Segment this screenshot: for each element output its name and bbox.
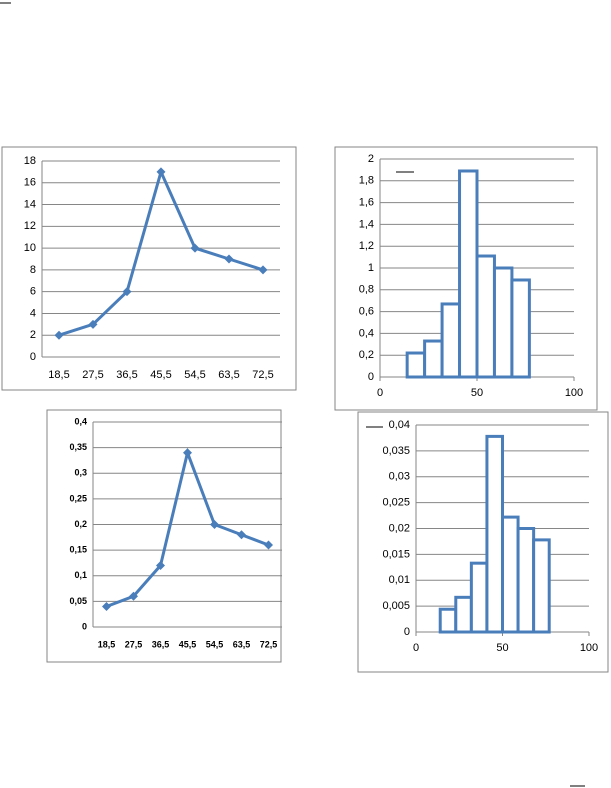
y-tick-label: 18 bbox=[24, 155, 36, 167]
y-tick-label: 0,01 bbox=[389, 574, 410, 586]
y-tick-label: 16 bbox=[24, 177, 36, 189]
y-tick-label: 0,2 bbox=[359, 349, 374, 361]
x-tick-label: 45,5 bbox=[179, 639, 197, 649]
y-tick-label: 1,8 bbox=[359, 175, 374, 187]
y-tick-label: 0,04 bbox=[389, 419, 410, 431]
y-tick-label: 0 bbox=[82, 621, 87, 631]
x-tick-label: 54,5 bbox=[184, 369, 205, 381]
chart: 0 2 4 6 8 10 12 14 16 18 18,5 27,5 36,5 45,5 54,5 63,5 7… bbox=[1, 146, 297, 391]
marker bbox=[264, 540, 273, 550]
bar bbox=[458, 169, 479, 379]
marker bbox=[190, 243, 200, 253]
y-tick-label: 14 bbox=[24, 198, 36, 210]
x-tick-label: 27,5 bbox=[125, 639, 143, 649]
y-tick-label: 1,6 bbox=[359, 197, 374, 209]
y-tick-label: 0,25 bbox=[69, 493, 87, 503]
y-tick-label: 0,03 bbox=[389, 471, 410, 483]
bar bbox=[501, 515, 520, 634]
chart: 0 0,2 0,4 0,6 0,8 1 1,2 1,4 1,6 1,8 2 0 50 100 bbox=[334, 146, 598, 411]
bar bbox=[492, 266, 514, 379]
y-tick-label: 2 bbox=[30, 329, 36, 341]
marker bbox=[156, 561, 165, 570]
chart: 0 0,05 0,1 0,15 0,2 0,25 0,3 0,35 0,4 18,5 27,5 36,… bbox=[46, 409, 282, 663]
bar bbox=[405, 351, 427, 379]
marker bbox=[210, 520, 219, 529]
y-tick-label: 0,025 bbox=[382, 497, 410, 509]
bar bbox=[485, 434, 504, 634]
bar bbox=[440, 302, 462, 379]
bar bbox=[510, 278, 531, 379]
y-tick-label: 0,02 bbox=[389, 522, 410, 534]
x-tick-label: 18,5 bbox=[98, 639, 116, 649]
y-tick-label: 0 bbox=[30, 351, 36, 363]
marker bbox=[54, 330, 64, 340]
y-tick-label: 0,035 bbox=[382, 445, 410, 457]
y-tick-label: 6 bbox=[30, 286, 36, 298]
y-tick-label: 0,35 bbox=[69, 442, 87, 452]
y-tick-label: 1,2 bbox=[359, 240, 374, 252]
x-tick-label: 100 bbox=[565, 387, 583, 399]
y-tick-label: 0,6 bbox=[359, 306, 374, 318]
y-tick-label: 0,005 bbox=[382, 600, 410, 612]
marker bbox=[183, 448, 192, 458]
y-tick-label: 0 bbox=[368, 371, 374, 383]
bar bbox=[423, 339, 444, 379]
y-tick-label: 10 bbox=[24, 242, 36, 254]
y-tick-label: 0 bbox=[404, 626, 410, 638]
x-tick-label: 63,5 bbox=[233, 639, 251, 649]
chart: 0 0,005 0,01 0,015 0,02 0,025 0,03 0,035 0,04 0 50… bbox=[357, 411, 609, 673]
x-tick-label: 63,5 bbox=[218, 369, 239, 381]
x-tick-label: 72,5 bbox=[252, 369, 273, 381]
y-tick-label: 1 bbox=[368, 262, 374, 274]
marker bbox=[122, 287, 132, 297]
bar bbox=[469, 561, 489, 634]
y-tick-label: 0,1 bbox=[74, 570, 87, 580]
y-tick-label: 0,8 bbox=[359, 284, 374, 296]
marker bbox=[258, 265, 268, 275]
marker bbox=[224, 254, 234, 264]
marker bbox=[237, 530, 246, 540]
x-tick-label: 72,5 bbox=[260, 639, 278, 649]
y-tick-label: 0,15 bbox=[69, 545, 87, 555]
y-tick-label: 1,4 bbox=[359, 218, 374, 230]
y-tick-label: 0,3 bbox=[74, 468, 87, 478]
x-tick-label: 0 bbox=[413, 642, 419, 654]
marker bbox=[88, 319, 98, 329]
marker bbox=[129, 591, 138, 601]
bar bbox=[454, 595, 473, 634]
x-tick-label: 50 bbox=[471, 387, 483, 399]
y-tick-label: 12 bbox=[24, 220, 36, 232]
x-tick-label: 27,5 bbox=[82, 369, 103, 381]
y-tick-label: 0,015 bbox=[382, 548, 410, 560]
x-tick-label: 50 bbox=[496, 642, 508, 654]
y-tick-label: 0,4 bbox=[74, 416, 87, 426]
chart-frame bbox=[1, 146, 297, 391]
x-tick-label: 36,5 bbox=[152, 639, 170, 649]
x-tick-label: 45,5 bbox=[150, 369, 171, 381]
y-tick-label: 0,2 bbox=[74, 519, 87, 529]
x-tick-label: 18,5 bbox=[48, 369, 69, 381]
y-tick-label: 0,4 bbox=[359, 327, 374, 339]
y-tick-label: 8 bbox=[30, 264, 36, 276]
bar bbox=[438, 607, 458, 634]
bar bbox=[475, 254, 496, 379]
x-tick-label: 54,5 bbox=[206, 639, 224, 649]
x-tick-label: 36,5 bbox=[116, 369, 137, 381]
bar bbox=[532, 538, 551, 634]
marker bbox=[102, 602, 111, 611]
y-tick-label: 0,05 bbox=[69, 596, 87, 606]
x-tick-label: 100 bbox=[580, 642, 598, 654]
y-tick-label: 2 bbox=[368, 153, 374, 165]
x-tick-label: 0 bbox=[377, 387, 383, 399]
y-tick-label: 4 bbox=[30, 307, 36, 319]
marker bbox=[156, 167, 166, 177]
bar bbox=[516, 527, 536, 634]
